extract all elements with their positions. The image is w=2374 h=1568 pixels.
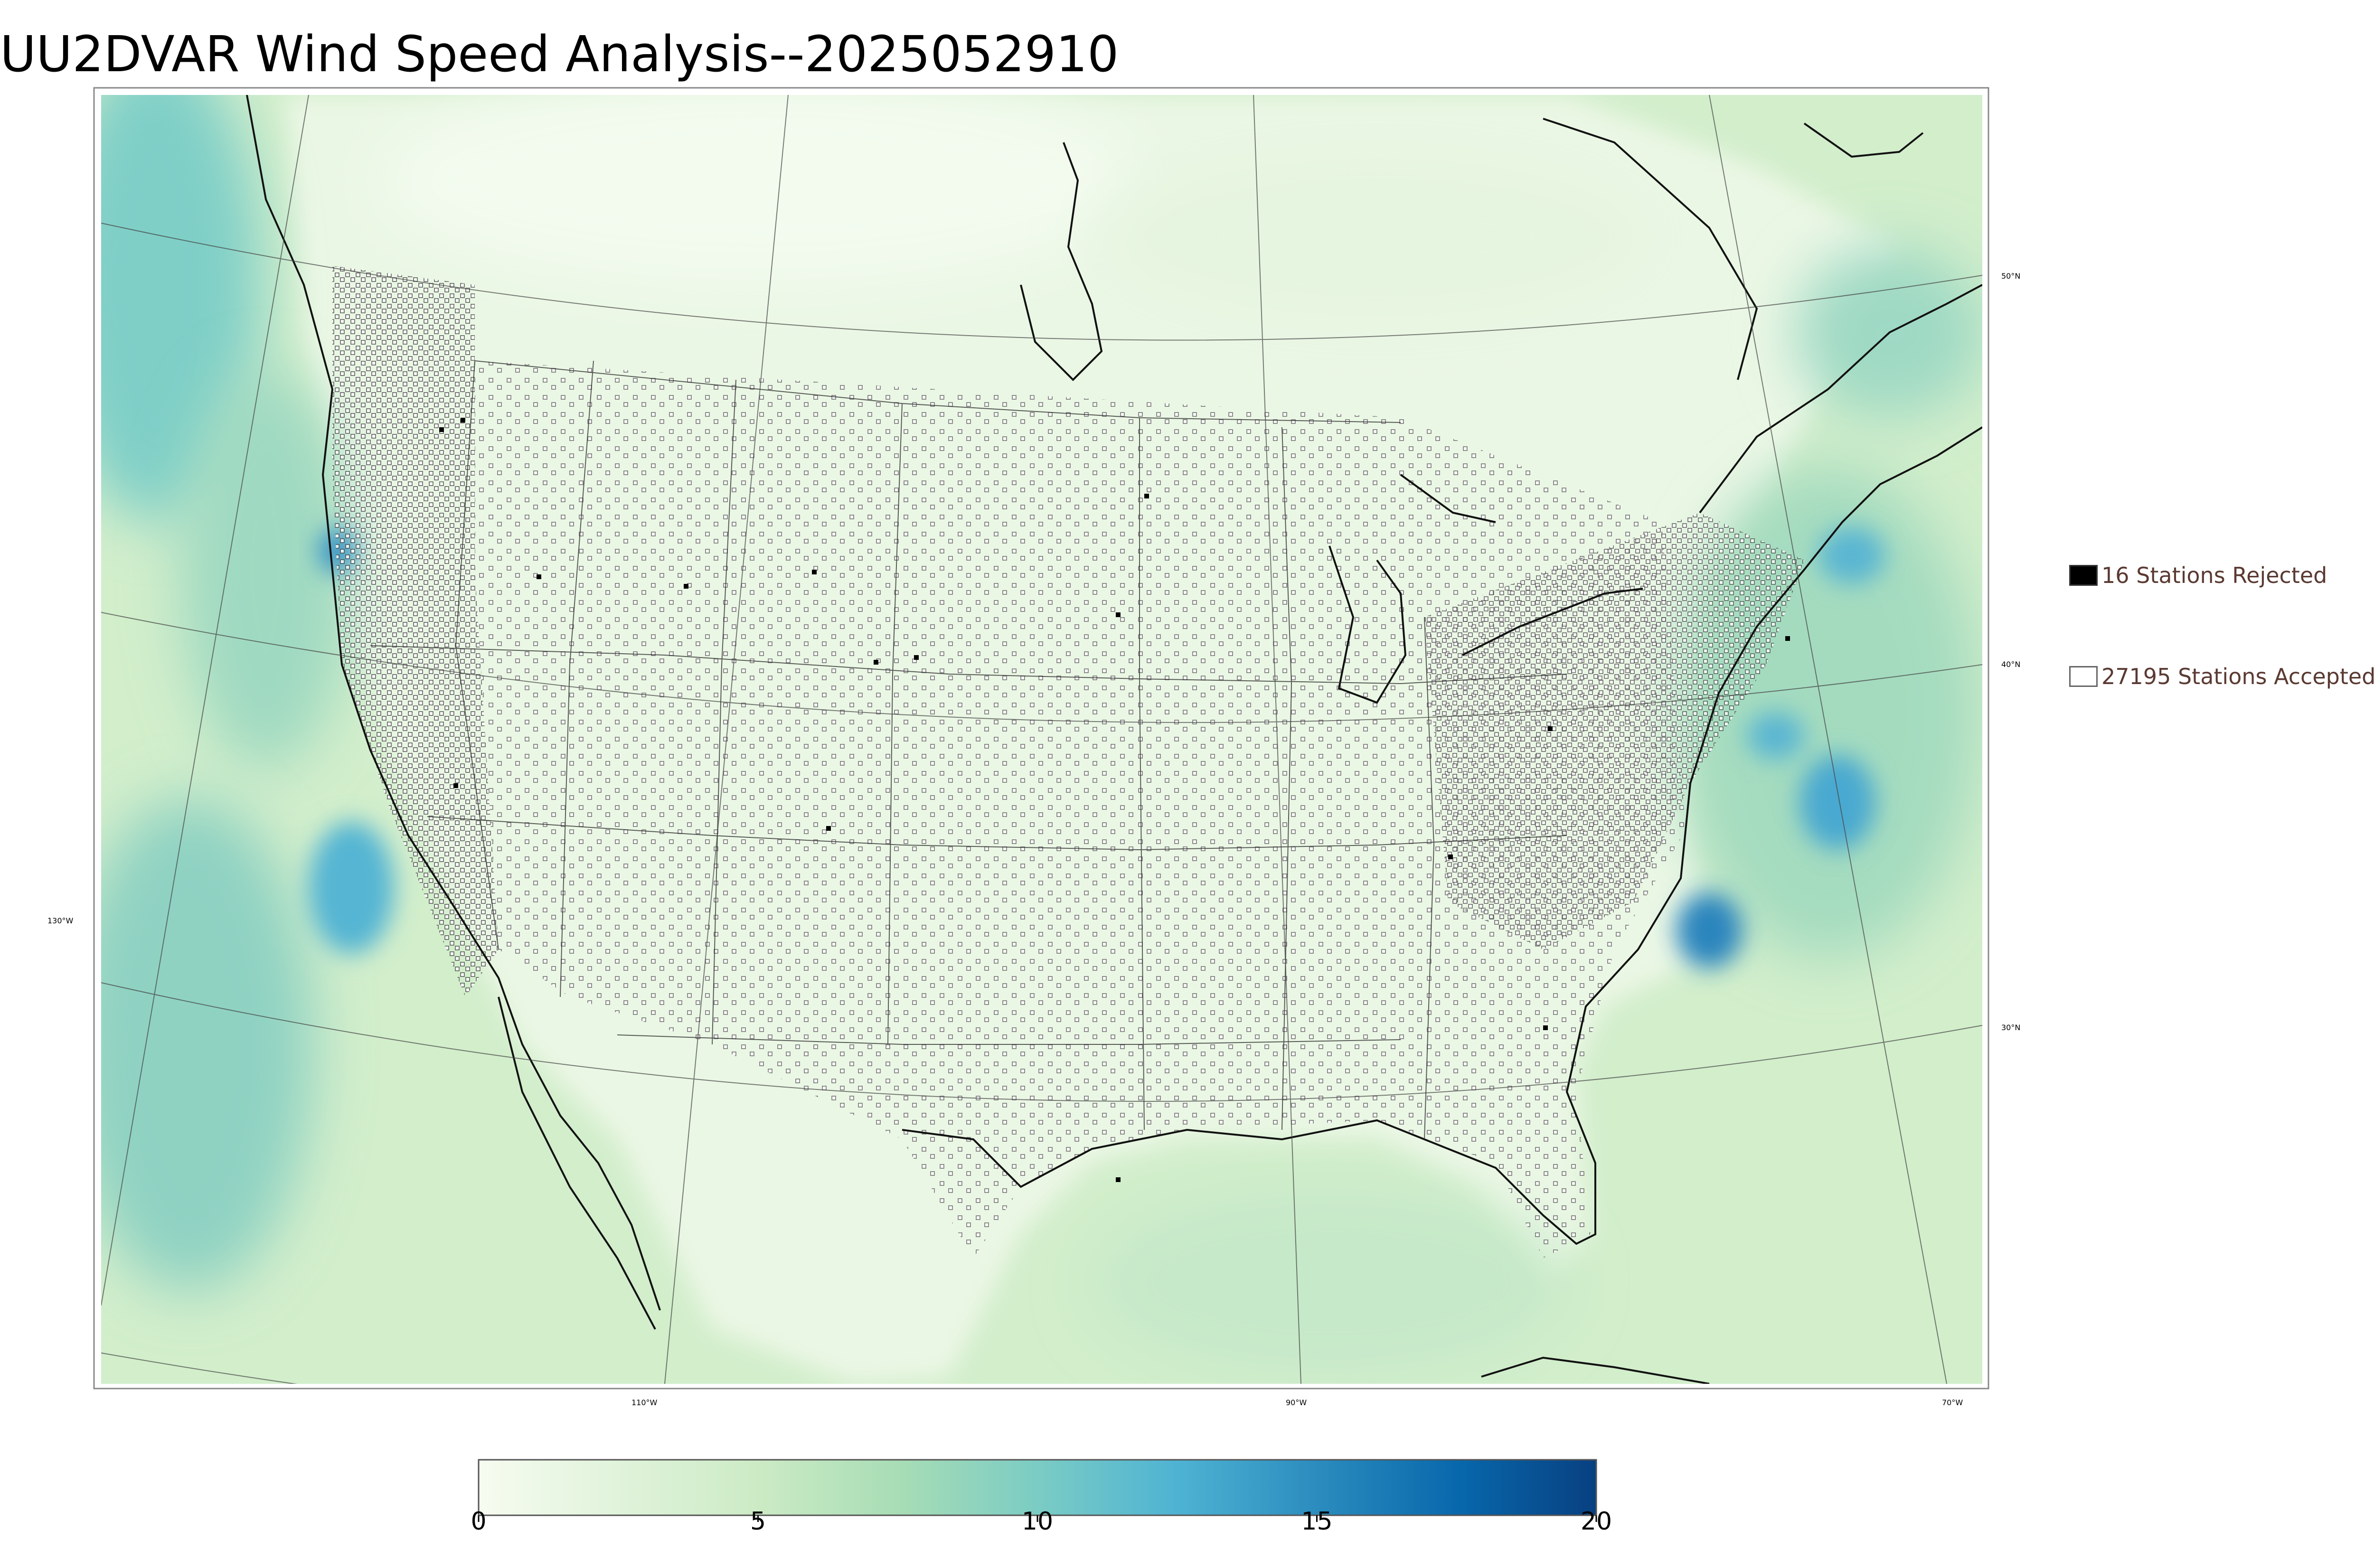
lon-label-110w: 110°W [631,1398,658,1407]
colorbar-tick-label-15: 15 [1301,1507,1333,1536]
lat-label-50n: 50°N [2001,272,2021,281]
colorbar-gradient [478,1459,1597,1516]
rejected-label: 16 Stations Rejected [2101,563,2327,588]
colorbar-tick-label-5: 5 [750,1507,766,1536]
lat-label-40n: 40°N [2001,660,2021,669]
colorbar-tick-label-20: 20 [1580,1507,1612,1536]
map-title: UU2DVAR Wind Speed Analysis--2025052910 [0,25,1119,83]
station-markers-interior [475,361,1686,1258]
legend-accepted: 27195 Stations Accepted [2069,664,2374,689]
colorbar [478,1459,1597,1522]
lat-label-30n: 30°N [2001,1023,2021,1032]
coastlines [246,95,1982,1384]
legend-rejected: 16 Stations Rejected [2069,563,2327,588]
rejected-swatch [2069,565,2098,586]
colorbar-tick-label-10: 10 [1021,1507,1054,1536]
lon-label-70w: 70°W [1942,1398,1963,1407]
graticule [101,95,1982,1384]
station-markers-west [332,266,499,997]
accepted-swatch [2069,666,2098,687]
lon-label-130w: 130°W [47,916,74,925]
rejected-stations [439,418,1790,1182]
accepted-label: 27195 Stations Accepted [2101,664,2374,689]
lon-label-90w: 90°W [1286,1398,1307,1407]
wind-field [101,95,1982,1384]
state-borders [370,360,1567,1140]
station-markers-east [1424,513,1804,949]
colorbar-tick-label-0: 0 [471,1507,487,1536]
